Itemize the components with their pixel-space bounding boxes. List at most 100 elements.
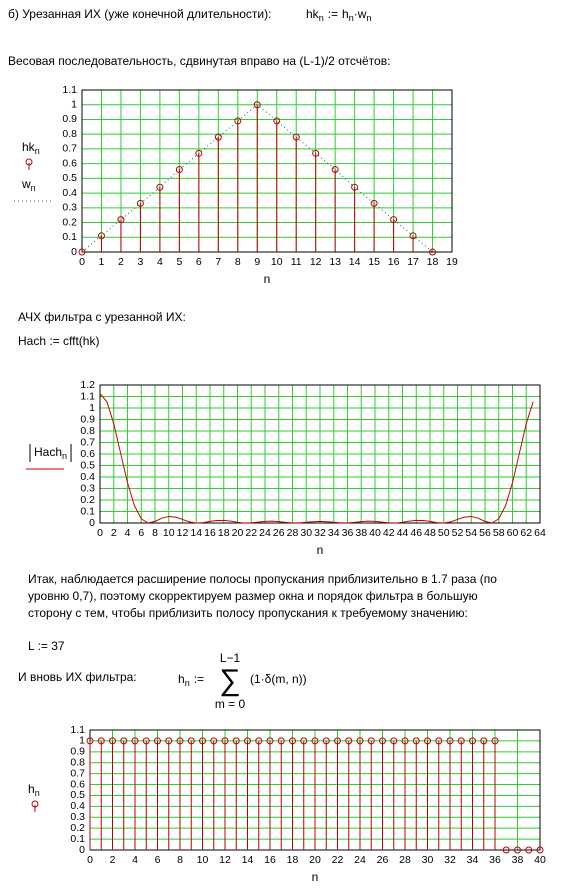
x-tick-label: 56 bbox=[479, 527, 491, 539]
y-tick-label: 1 bbox=[79, 735, 85, 747]
legend-label: Hachn bbox=[34, 445, 67, 461]
legend-subscript: n bbox=[62, 451, 67, 461]
caption: И вновь ИХ фильтра: bbox=[18, 670, 137, 684]
stem-marker bbox=[97, 737, 105, 745]
y-tick-label: 0.4 bbox=[62, 187, 77, 199]
plot-frame bbox=[99, 384, 541, 524]
stem-marker bbox=[199, 737, 206, 745]
stem-marker bbox=[311, 737, 319, 745]
x-axis-label: n bbox=[317, 543, 324, 557]
y-tick-label: 0.3 bbox=[80, 482, 95, 494]
formula-part: hk bbox=[306, 7, 320, 21]
x-tick-label: 36 bbox=[342, 527, 354, 539]
legend-label: wn bbox=[21, 177, 36, 193]
x-tick-label: 8 bbox=[152, 527, 158, 539]
x-tick-label: 38 bbox=[355, 527, 367, 539]
x-tick-label: 6 bbox=[196, 256, 202, 268]
y-tick-label: 0.3 bbox=[62, 202, 77, 214]
formula-part: n bbox=[366, 13, 371, 23]
caption: АЧХ фильтра с урезанной ИХ: bbox=[18, 310, 186, 324]
stem-marker bbox=[255, 737, 263, 745]
x-tick-label: 4 bbox=[125, 527, 131, 539]
x-tick-label: 15 bbox=[368, 256, 380, 268]
formula-part: ∑ bbox=[219, 664, 240, 697]
x-tick-label: 10 bbox=[163, 527, 175, 539]
x-tick-label: 48 bbox=[424, 527, 436, 539]
formula-part: · bbox=[354, 7, 358, 21]
x-tick-label: 38 bbox=[512, 854, 524, 866]
x-tick-label: 13 bbox=[329, 256, 341, 268]
stem-marker bbox=[370, 199, 378, 207]
x-tick-label: 9 bbox=[254, 256, 260, 268]
stem-marker bbox=[446, 737, 454, 745]
x-tick-label: 1 bbox=[99, 256, 105, 268]
stem-marker bbox=[154, 737, 161, 745]
y-tick-label: 0.8 bbox=[62, 128, 77, 140]
y-tick-label: 0.6 bbox=[80, 448, 95, 460]
x-tick-label: 14 bbox=[190, 527, 202, 539]
stem-marker bbox=[175, 166, 183, 174]
formula-part: L−1 bbox=[220, 651, 241, 665]
paragraph-line: Итак, наблюдается расширение полосы проп… bbox=[28, 572, 497, 586]
formula-part: := bbox=[328, 7, 338, 21]
stem-marker bbox=[525, 846, 533, 854]
stem-marker bbox=[109, 737, 116, 745]
legend-label: hkn bbox=[22, 140, 40, 156]
x-tick-label: 20 bbox=[232, 527, 244, 539]
stem-marker bbox=[424, 737, 431, 745]
series-line bbox=[99, 393, 534, 524]
y-tick-label: 0 bbox=[89, 517, 95, 529]
stem-marker bbox=[214, 133, 222, 141]
stem-marker bbox=[165, 737, 173, 745]
stem-marker bbox=[367, 737, 375, 745]
stem-marker bbox=[457, 737, 465, 745]
stem-marker bbox=[78, 248, 86, 256]
x-tick-label: 18 bbox=[427, 256, 439, 268]
y-tick-label: 1.1 bbox=[80, 390, 95, 402]
formula-part: n bbox=[319, 13, 324, 23]
x-tick-label: 18 bbox=[218, 527, 230, 539]
x-tick-label: 40 bbox=[534, 854, 546, 866]
x-tick-label: 32 bbox=[444, 854, 456, 866]
formula-part: (1·δ(m, n)) bbox=[250, 672, 307, 686]
x-tick-label: 36 bbox=[489, 854, 501, 866]
x-tick-label: 34 bbox=[467, 854, 479, 866]
stem-marker bbox=[244, 737, 251, 745]
stem-marker bbox=[401, 737, 409, 745]
x-tick-label: 0 bbox=[79, 256, 85, 268]
stem-marker bbox=[292, 133, 300, 141]
x-tick-label: 62 bbox=[520, 527, 532, 539]
x-tick-label: 8 bbox=[235, 256, 241, 268]
stem-marker bbox=[277, 737, 285, 745]
y-tick-label: 0.5 bbox=[80, 459, 95, 471]
stem-marker bbox=[234, 117, 242, 125]
x-tick-label: 30 bbox=[300, 527, 312, 539]
stem-marker bbox=[289, 737, 296, 745]
x-tick-label: 42 bbox=[383, 527, 395, 539]
y-tick-label: 1 bbox=[89, 402, 95, 414]
legend-subscript: n bbox=[35, 788, 40, 798]
x-tick-label: 10 bbox=[271, 256, 283, 268]
stem-marker bbox=[221, 737, 229, 745]
y-tick-label: 0.1 bbox=[70, 833, 85, 845]
y-tick-label: 1 bbox=[71, 99, 77, 111]
stem-marker bbox=[136, 199, 144, 207]
legend-symbol bbox=[25, 158, 33, 166]
x-axis-label: n bbox=[312, 870, 319, 884]
stem-marker bbox=[195, 149, 203, 157]
stem-marker bbox=[312, 149, 320, 157]
stem-marker bbox=[379, 737, 386, 745]
y-tick-label: 0.2 bbox=[80, 494, 95, 506]
formula: L := 37 bbox=[28, 639, 65, 653]
y-tick-label: 0.6 bbox=[70, 778, 85, 790]
y-tick-label: 0.2 bbox=[62, 216, 77, 228]
x-tick-label: 11 bbox=[291, 256, 302, 268]
y-tick-label: 0.6 bbox=[62, 157, 77, 169]
formula-part: n bbox=[185, 678, 190, 688]
y-tick-label: 0.8 bbox=[80, 425, 95, 437]
y-tick-label: 0.9 bbox=[62, 113, 77, 125]
formula: hkn:= hn·wn bbox=[306, 7, 371, 23]
y-tick-label: 0.1 bbox=[80, 505, 95, 517]
formula-part: n bbox=[349, 13, 354, 23]
